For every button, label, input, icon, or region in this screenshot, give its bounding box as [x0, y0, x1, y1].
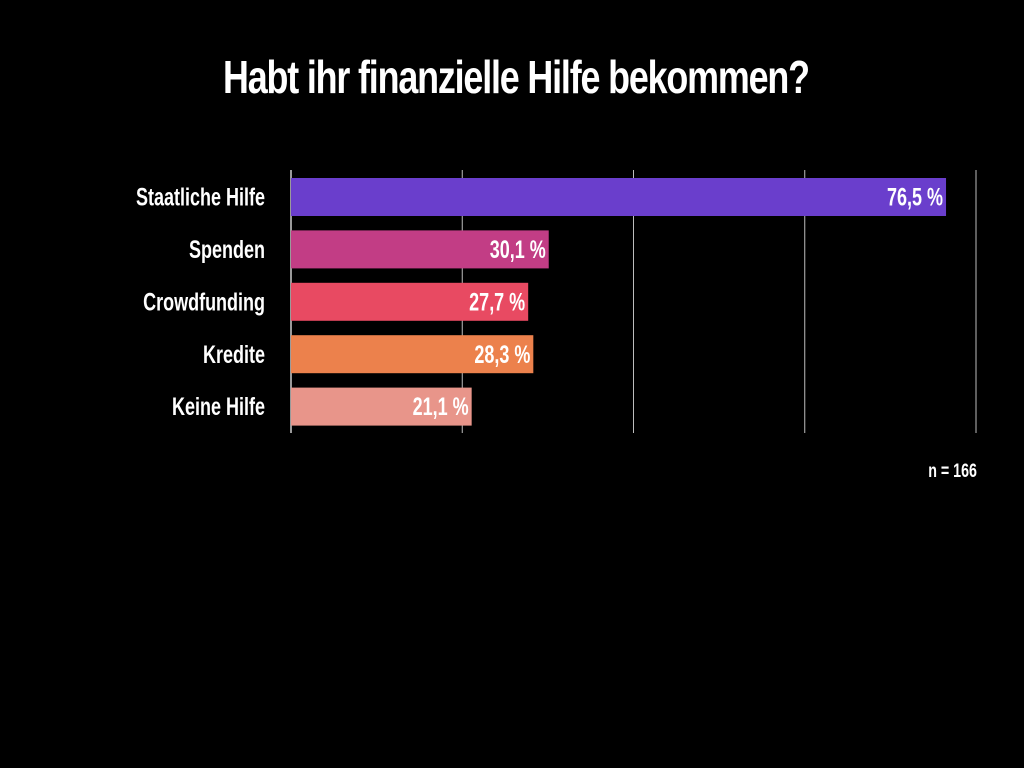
data-label: 30,1 %	[490, 235, 546, 264]
data-label: 27,7 %	[469, 287, 525, 316]
chart-title: Habt ihr finanzielle Hilfe bekommen?	[223, 51, 810, 103]
category-label: Kredite	[203, 340, 265, 369]
data-label: 21,1 %	[413, 392, 469, 421]
bars	[291, 178, 947, 426]
category-label: Keine Hilfe	[172, 392, 265, 421]
bar	[291, 178, 947, 216]
category-label: Staatliche Hilfe	[136, 183, 265, 212]
bar	[291, 282, 529, 321]
category-label: Crowdfunding	[143, 287, 265, 316]
bar	[291, 230, 549, 269]
bar	[291, 335, 534, 374]
bar	[291, 387, 472, 426]
data-label: 28,3 %	[474, 340, 530, 369]
sample-size-note: n = 166	[928, 461, 977, 482]
category-label: Spenden	[189, 235, 265, 264]
labels: Staatliche Hilfe 76,5 % Spenden 30,1 % Crowd…	[136, 183, 943, 421]
data-label: 76,5 %	[887, 183, 943, 212]
